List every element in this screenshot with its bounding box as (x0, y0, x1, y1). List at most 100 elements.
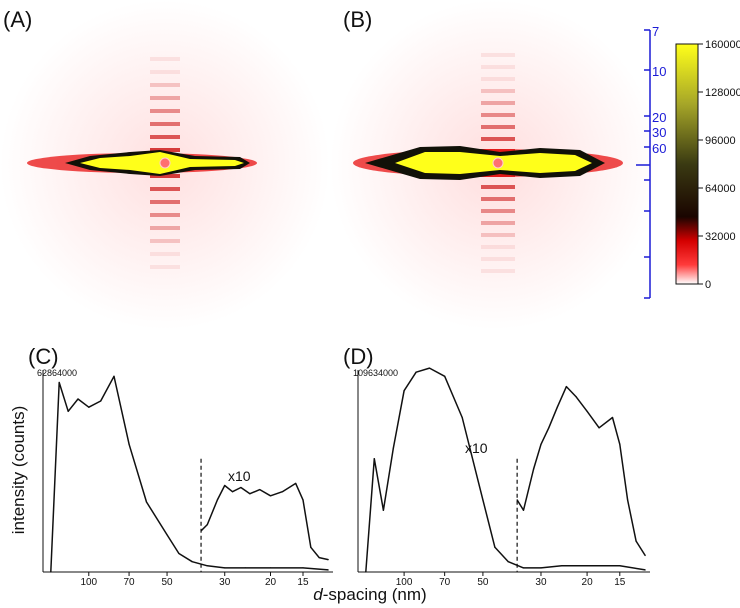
data-point (565, 386, 567, 388)
chart-c-plot: 100 70 50 30 20 15 (50, 375, 329, 588)
y-axis-title: intensity (counts) (9, 406, 28, 535)
panel-b-image (330, 0, 660, 330)
x-tick-label: 100 (396, 577, 413, 588)
x-tick-label: 20 (582, 577, 594, 588)
x-tick-label: 100 (80, 577, 97, 588)
chart-d: 109634000 100 70 50 30 20 15 x10 (353, 367, 650, 588)
data-point (216, 499, 219, 501)
colorbar-tick-label: 96000 (705, 135, 736, 147)
data-point (428, 367, 431, 369)
series-line-x10 (200, 482, 329, 561)
diffraction-stripe (481, 65, 515, 69)
data-point (382, 509, 384, 511)
data-point (561, 565, 563, 567)
blue-label-20: 20 (652, 110, 666, 125)
diffraction-stripe (481, 269, 515, 273)
blue-label-60: 60 (652, 141, 666, 156)
diffraction-stripe (150, 57, 180, 61)
data-point (295, 482, 297, 485)
data-point (240, 486, 242, 489)
data-point (67, 410, 69, 412)
diffraction-stripe (481, 77, 515, 81)
data-point (598, 427, 600, 429)
chart-c: 62864000 100 70 50 30 20 15 x10 (37, 368, 333, 588)
diffraction-stripe (150, 96, 180, 100)
chart-d-max-label: 109634000 (353, 368, 398, 378)
data-point (644, 554, 646, 557)
data-point (77, 398, 79, 400)
diffraction-stripe (481, 113, 515, 117)
data-point (224, 567, 226, 569)
x-tick-label: 70 (439, 577, 451, 588)
x-tick-label: 15 (614, 577, 626, 588)
data-point (365, 571, 367, 573)
data-point (231, 491, 234, 493)
data-point (482, 499, 484, 501)
x-tick-label: 30 (219, 577, 231, 588)
diffraction-stripe (150, 239, 180, 243)
data-point (302, 567, 304, 569)
panel-label-a: (A) (3, 7, 32, 32)
data-point (249, 493, 251, 495)
data-point (269, 495, 272, 497)
data-point (619, 565, 621, 567)
chart-d-annotation: x10 (465, 440, 488, 456)
data-point (302, 499, 304, 501)
data-point (619, 443, 621, 445)
diffraction-stripe (150, 252, 180, 256)
data-point (586, 410, 588, 412)
data-point (281, 491, 284, 493)
data-point (575, 396, 577, 398)
diffraction-stripe (150, 148, 180, 152)
chart-d-plot: 100 70 50 30 20 15 (365, 367, 646, 588)
blue-label-7: 7 (652, 24, 659, 39)
data-point (540, 567, 542, 569)
data-point (644, 569, 646, 571)
diffraction-stripe (481, 209, 515, 213)
colorbar-tick-label: 0 (705, 279, 711, 291)
data-point (635, 540, 637, 542)
data-point (533, 468, 535, 470)
data-point (58, 381, 60, 384)
data-point (373, 458, 375, 460)
data-point (178, 552, 180, 555)
diffraction-stripe (481, 137, 515, 141)
x-tick-label: 20 (265, 577, 277, 588)
blue-label-10: 10 (652, 64, 666, 79)
data-point (586, 565, 588, 567)
colorbar-tick-label: 32000 (705, 231, 736, 243)
data-point (494, 546, 496, 548)
data-point (522, 567, 525, 569)
chart-c-annotation: x10 (228, 468, 251, 484)
blue-label-30: 30 (652, 125, 666, 140)
diffraction-stripe (481, 125, 515, 129)
diffraction-stripe (481, 257, 515, 261)
data-point (206, 524, 208, 526)
x-tick-label: 70 (123, 577, 135, 588)
diffraction-stripe (150, 226, 180, 230)
colorbar-tick-label: 160000 (705, 39, 740, 51)
data-point (415, 371, 417, 373)
panel-a-stripes (150, 57, 180, 269)
panel-label-c: (C) (28, 344, 59, 369)
x-tick-label: 50 (161, 577, 173, 588)
diffraction-stripe (481, 185, 515, 189)
diffraction-stripe (481, 197, 515, 201)
data-point (461, 416, 463, 419)
diffraction-stripe (481, 89, 515, 93)
diffraction-stripe (150, 122, 180, 126)
data-point (403, 390, 405, 392)
data-point (327, 559, 329, 561)
data-point (516, 499, 518, 501)
data-point (145, 501, 148, 503)
diffraction-stripe (481, 53, 515, 57)
diffraction-stripe (481, 233, 515, 237)
data-point (206, 565, 208, 567)
data-point (611, 416, 614, 419)
colorbar-ticks: 160000 128000 96000 64000 32000 0 (698, 39, 740, 291)
data-point (259, 489, 261, 491)
x-tick-label: 30 (535, 577, 547, 588)
series-line-raw (50, 375, 329, 573)
data-point (50, 571, 52, 573)
x-tick-label: 15 (297, 577, 309, 588)
